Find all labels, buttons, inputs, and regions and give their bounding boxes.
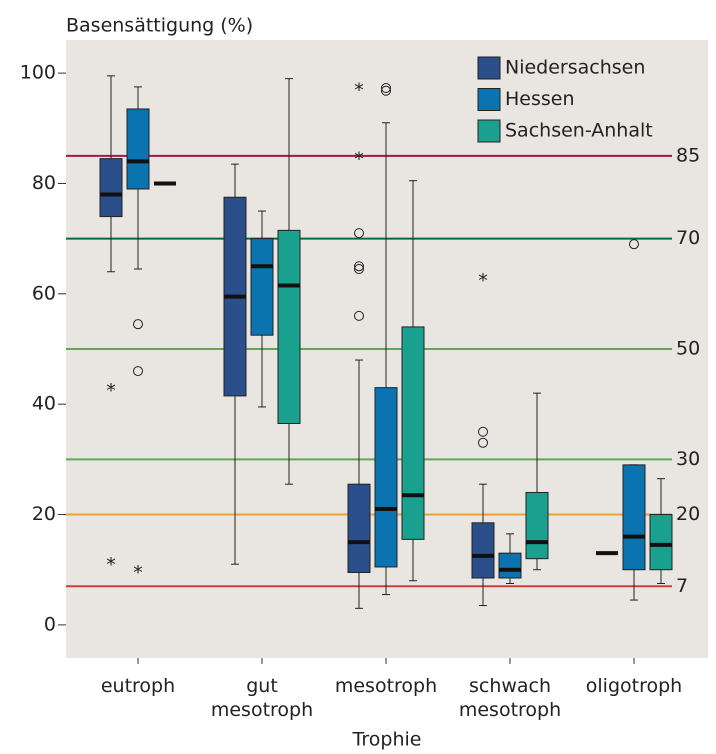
x-tick-label: gut mesotroph xyxy=(211,675,313,721)
box xyxy=(498,552,522,579)
outlier xyxy=(133,319,143,330)
x-tick-line: gut xyxy=(246,675,278,697)
reference-label: 7 xyxy=(676,575,688,597)
x-tick-line: mesotroph xyxy=(211,699,313,721)
legend-label: Niedersachsen xyxy=(505,57,645,79)
outlier xyxy=(381,85,391,96)
box xyxy=(471,522,495,579)
box xyxy=(126,108,150,190)
box xyxy=(401,326,425,540)
box xyxy=(374,387,398,568)
x-axis-title: Trophie xyxy=(352,729,422,751)
y-tick-label: 100 xyxy=(20,62,56,84)
box xyxy=(649,514,673,571)
box xyxy=(99,158,123,218)
y-tick-label: 20 xyxy=(32,503,56,525)
outlier xyxy=(478,426,488,437)
legend-swatch xyxy=(477,119,501,143)
reference-label: 30 xyxy=(676,448,700,470)
outlier xyxy=(133,366,143,377)
outlier xyxy=(354,310,364,321)
y-tick-label: 0 xyxy=(44,613,56,635)
x-tick-label: schwach mesotroph xyxy=(459,675,561,721)
x-tick-line: schwach xyxy=(469,675,551,697)
outlier xyxy=(629,239,639,250)
extreme: * xyxy=(106,380,116,402)
y-tick-label: 40 xyxy=(32,393,56,415)
box xyxy=(347,483,371,573)
legend-swatch xyxy=(477,88,501,111)
reference-label: 70 xyxy=(676,227,700,249)
outlier xyxy=(354,263,364,274)
x-tick-line: oligotroph xyxy=(586,675,682,697)
outlier xyxy=(381,83,391,94)
extreme: * xyxy=(354,79,364,101)
y-tick-label: 60 xyxy=(32,282,56,304)
reference-label: 50 xyxy=(676,338,700,360)
y-axis-title: Basensättigung (%) xyxy=(66,15,253,37)
extreme: * xyxy=(478,270,488,292)
extreme: * xyxy=(106,554,116,576)
y-tick-label: 80 xyxy=(32,172,56,194)
legend-swatch xyxy=(477,56,501,80)
outlier xyxy=(354,261,364,272)
box xyxy=(277,229,301,424)
reference-label: 20 xyxy=(676,503,700,525)
x-tick-line: mesotroph xyxy=(459,699,561,721)
reference-label: 85 xyxy=(676,144,700,166)
extreme: * xyxy=(133,562,143,584)
legend-label: Hessen xyxy=(505,88,575,110)
x-tick-label: eutroph xyxy=(101,675,175,697)
x-tick-label: mesotroph xyxy=(335,675,437,697)
x-tick-label: oligotroph xyxy=(586,675,682,697)
box xyxy=(622,464,646,571)
legend-label: Sachsen-Anhalt xyxy=(505,120,653,142)
box xyxy=(250,238,274,336)
x-tick-line: mesotroph xyxy=(335,675,437,697)
x-tick-line: eutroph xyxy=(101,675,175,697)
outlier xyxy=(354,228,364,239)
box xyxy=(525,491,549,560)
outlier xyxy=(478,437,488,448)
extreme: * xyxy=(354,148,364,170)
